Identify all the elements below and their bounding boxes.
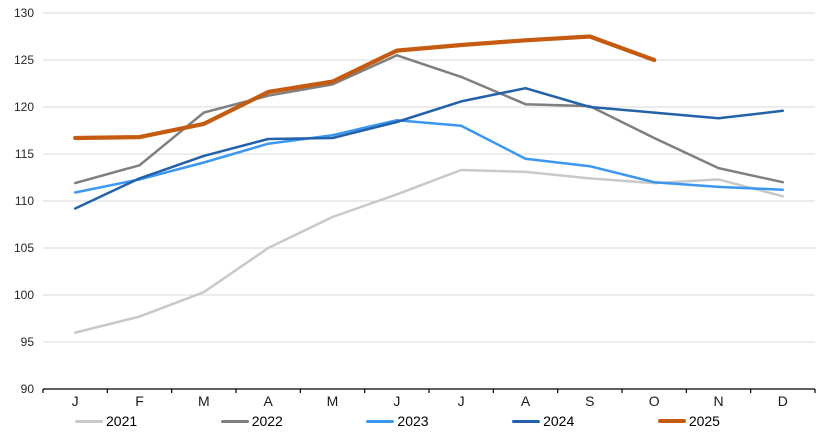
legend-label: 2022 — [251, 413, 283, 429]
x-axis-month-label: N — [713, 393, 723, 409]
legend-swatch-2025 — [657, 418, 686, 424]
x-axis-month-label: S — [585, 393, 594, 409]
y-axis-tick-label: 105 — [14, 241, 34, 255]
y-axis-tick-label: 110 — [15, 194, 34, 208]
legend-swatch-2023 — [366, 419, 395, 423]
x-axis-month-label: M — [327, 393, 339, 409]
legend-item-2022: 2022 — [220, 413, 283, 429]
legend-label: 2021 — [106, 413, 138, 429]
x-axis-month-label: J — [72, 393, 79, 409]
x-axis-month-label: J — [393, 393, 400, 409]
series-line-2022 — [73, 54, 785, 185]
legend-swatch-2024 — [512, 419, 541, 423]
x-axis-month-label: J — [458, 393, 465, 409]
legend-label: 2024 — [543, 413, 575, 429]
legend-label: 2023 — [397, 413, 429, 429]
x-axis-month-label: D — [778, 393, 788, 409]
legend-label: 2025 — [688, 413, 720, 429]
x-axis-month-label: M — [198, 393, 210, 409]
series-line-2021 — [73, 168, 785, 334]
legend-item-2023: 2023 — [366, 413, 429, 429]
y-axis-tick-label: 125 — [14, 53, 34, 67]
x-axis-month-label: O — [649, 393, 660, 409]
y-axis-tick-label: 115 — [15, 147, 34, 161]
y-axis-tick-label: 100 — [14, 288, 34, 302]
x-axis-month-label: A — [521, 393, 531, 409]
legend-item-2025: 2025 — [657, 413, 720, 429]
series-line-2024 — [73, 86, 785, 210]
legend-swatch-2022 — [220, 419, 249, 423]
y-axis-tick-label: 95 — [21, 335, 35, 349]
series-line-2025 — [73, 34, 657, 141]
legend-item-2021: 2021 — [75, 414, 137, 428]
legend: 2021 2022 2023 2024 2025 — [75, 411, 720, 431]
x-axis-month-label: A — [263, 393, 273, 409]
y-axis-tick-label: 120 — [14, 100, 34, 114]
legend-item-2024: 2024 — [512, 414, 574, 428]
y-axis-tick-label: 130 — [14, 6, 34, 20]
x-axis-month-label: F — [135, 393, 144, 409]
series-line-2023 — [73, 118, 785, 194]
legend-swatch-2021 — [75, 419, 103, 423]
y-axis-tick-label: 90 — [21, 382, 35, 396]
